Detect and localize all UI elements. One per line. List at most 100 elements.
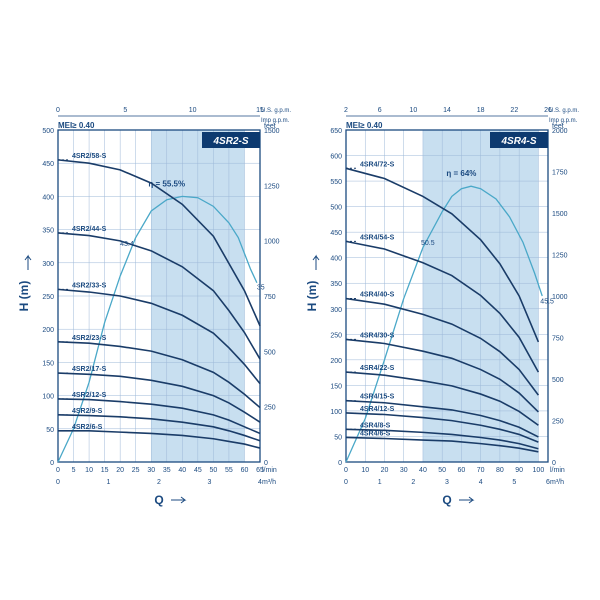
svg-text:200: 200: [42, 327, 54, 334]
svg-text:0: 0: [338, 460, 342, 467]
svg-text:750: 750: [264, 294, 276, 301]
svg-text:150: 150: [42, 360, 54, 367]
svg-text:250: 250: [330, 332, 342, 339]
svg-text:4SR2/6-S: 4SR2/6-S: [72, 424, 103, 431]
svg-text:350: 350: [330, 281, 342, 288]
svg-text:100: 100: [330, 409, 342, 416]
svg-text:300: 300: [330, 307, 342, 314]
svg-text:650: 650: [330, 128, 342, 135]
svg-text:200: 200: [330, 358, 342, 365]
chart-left-svg: η = 55.5% 4SR2/58-S 4SR2/44-S 4SR2/33-S 4SR2…: [16, 90, 296, 510]
svg-text:Q: Q: [154, 493, 163, 507]
svg-text:250: 250: [552, 419, 564, 426]
svg-text:0: 0: [264, 460, 268, 467]
svg-text:500: 500: [330, 205, 342, 212]
svg-text:10: 10: [409, 107, 417, 114]
svg-text:18: 18: [477, 107, 485, 114]
svg-text:4SR4/22-S: 4SR4/22-S: [360, 365, 395, 372]
svg-text:0: 0: [56, 479, 60, 486]
svg-text:m³/h: m³/h: [262, 479, 276, 486]
svg-text:0: 0: [56, 467, 60, 474]
svg-text:35: 35: [163, 467, 171, 474]
svg-text:50: 50: [209, 467, 217, 474]
svg-text:5: 5: [123, 107, 127, 114]
svg-text:30: 30: [147, 467, 155, 474]
svg-text:U.S. g.p.m.: U.S. g.p.m.: [549, 108, 579, 114]
svg-text:600: 600: [330, 154, 342, 161]
svg-text:4SR2/17-S: 4SR2/17-S: [72, 366, 107, 373]
svg-text:4SR4/72-S: 4SR4/72-S: [360, 161, 395, 168]
svg-text:4SR4/40-S: 4SR4/40-S: [360, 292, 395, 299]
svg-text:2: 2: [411, 479, 415, 486]
svg-text:60: 60: [241, 467, 249, 474]
svg-text:4SR2/58-S: 4SR2/58-S: [72, 153, 107, 160]
svg-text:150: 150: [330, 383, 342, 390]
svg-text:4: 4: [479, 479, 483, 486]
svg-text:30: 30: [400, 467, 408, 474]
svg-text:55: 55: [225, 467, 233, 474]
svg-text:50: 50: [46, 427, 54, 434]
svg-text:4SR2/9-S: 4SR2/9-S: [72, 408, 103, 415]
svg-text:450: 450: [42, 161, 54, 168]
svg-text:400: 400: [42, 194, 54, 201]
svg-text:l/min: l/min: [550, 467, 565, 474]
svg-text:1: 1: [107, 479, 111, 486]
svg-text:70: 70: [477, 467, 485, 474]
svg-text:4SR2/33-S: 4SR2/33-S: [72, 282, 107, 289]
svg-text:2: 2: [157, 479, 161, 486]
svg-text:250: 250: [42, 294, 54, 301]
svg-text:3: 3: [208, 479, 212, 486]
svg-text:25: 25: [132, 467, 140, 474]
svg-text:U.S. g.p.m.: U.S. g.p.m.: [261, 108, 291, 114]
svg-text:60: 60: [458, 467, 466, 474]
svg-text:3: 3: [445, 479, 449, 486]
svg-text:4SR4/54-S: 4SR4/54-S: [360, 234, 395, 241]
svg-text:350: 350: [42, 228, 54, 235]
svg-text:4SR4/12-S: 4SR4/12-S: [360, 406, 395, 413]
chart-right: η = 64%4SR4/72-S4SR4/54-S4SR4/40-S4SR4/3…: [304, 90, 584, 510]
svg-text:H (m): H (m): [305, 281, 319, 312]
svg-text:4SR4/15-S: 4SR4/15-S: [360, 394, 395, 401]
svg-text:300: 300: [42, 261, 54, 268]
svg-text:14: 14: [443, 107, 451, 114]
svg-text:1: 1: [378, 479, 382, 486]
svg-text:1000: 1000: [552, 294, 568, 301]
svg-text:20: 20: [116, 467, 124, 474]
svg-text:80: 80: [496, 467, 504, 474]
svg-text:0: 0: [344, 467, 348, 474]
svg-text:4SR2/44-S: 4SR2/44-S: [72, 226, 107, 233]
svg-text:m³/h: m³/h: [550, 479, 564, 486]
svg-text:22: 22: [510, 107, 518, 114]
svg-text:0: 0: [56, 107, 60, 114]
svg-text:feet: feet: [264, 123, 276, 130]
svg-text:550: 550: [330, 179, 342, 186]
svg-text:l/min: l/min: [262, 467, 277, 474]
svg-text:20: 20: [381, 467, 389, 474]
svg-text:10: 10: [189, 107, 197, 114]
svg-text:4SR4/6-S: 4SR4/6-S: [360, 430, 391, 437]
chart-right-svg: η = 64%4SR4/72-S4SR4/54-S4SR4/40-S4SR4/3…: [304, 90, 584, 510]
svg-text:0: 0: [344, 479, 348, 486]
svg-text:15: 15: [101, 467, 109, 474]
svg-text:Q: Q: [442, 493, 451, 507]
svg-text:4SR2/23-S: 4SR2/23-S: [72, 335, 107, 342]
svg-text:2: 2: [344, 107, 348, 114]
svg-text:1000: 1000: [264, 239, 280, 246]
svg-text:50: 50: [438, 467, 446, 474]
svg-text:500: 500: [264, 349, 276, 356]
svg-text:5: 5: [72, 467, 76, 474]
svg-text:1500: 1500: [552, 211, 568, 218]
svg-text:feet: feet: [552, 123, 564, 130]
svg-text:40: 40: [178, 467, 186, 474]
svg-text:50.5: 50.5: [421, 240, 435, 247]
svg-text:500: 500: [552, 377, 564, 384]
svg-text:MEI≥ 0.40: MEI≥ 0.40: [346, 121, 383, 130]
svg-text:η = 64%: η = 64%: [446, 169, 476, 178]
svg-text:35: 35: [257, 284, 265, 291]
svg-text:1750: 1750: [552, 170, 568, 177]
svg-text:η = 55.5%: η = 55.5%: [148, 179, 185, 188]
svg-text:100: 100: [42, 394, 54, 401]
svg-text:750: 750: [552, 336, 564, 343]
svg-text:500: 500: [42, 128, 54, 135]
svg-text:40: 40: [419, 467, 427, 474]
